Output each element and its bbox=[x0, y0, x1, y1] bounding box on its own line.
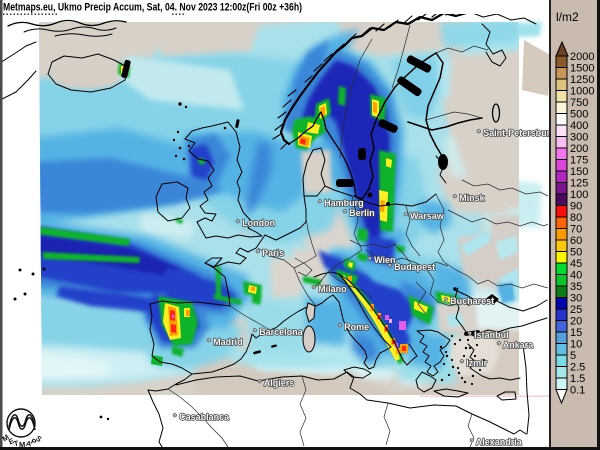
svg-text:90: 90 bbox=[570, 201, 582, 213]
svg-text:° Minsk: ° Minsk bbox=[453, 193, 486, 203]
svg-text:2000: 2000 bbox=[570, 51, 594, 63]
svg-text:° Saint-Petersburg: ° Saint-Petersburg bbox=[477, 128, 556, 138]
svg-text:30: 30 bbox=[570, 293, 582, 305]
svg-text:10: 10 bbox=[570, 339, 582, 351]
svg-text:° Barcelona: ° Barcelona bbox=[253, 327, 304, 337]
svg-text:° Rome: ° Rome bbox=[338, 322, 369, 332]
svg-text:5: 5 bbox=[570, 350, 576, 362]
svg-text:° Warsaw: ° Warsaw bbox=[404, 211, 445, 221]
svg-text:0.1: 0.1 bbox=[570, 385, 585, 397]
svg-text:M: M bbox=[0, 432, 10, 443]
svg-text:° Casablanca: ° Casablanca bbox=[173, 412, 230, 422]
svg-text:500: 500 bbox=[570, 109, 588, 121]
svg-text:A: A bbox=[25, 439, 33, 449]
svg-text:100: 100 bbox=[570, 189, 588, 201]
svg-text:175: 175 bbox=[570, 155, 588, 167]
svg-text:70: 70 bbox=[570, 224, 582, 236]
svg-text:1500: 1500 bbox=[570, 63, 594, 75]
svg-text:° Budapest: ° Budapest bbox=[388, 262, 435, 272]
svg-text:150: 150 bbox=[570, 166, 588, 178]
svg-text:400: 400 bbox=[570, 120, 588, 132]
svg-text:° London: ° London bbox=[236, 218, 275, 228]
svg-text:750: 750 bbox=[570, 97, 588, 109]
svg-text:P: P bbox=[30, 437, 38, 447]
svg-text:Metmaps.eu, Ukmo Precip Accum,: Metmaps.eu, Ukmo Precip Accum, Sat, 04. … bbox=[3, 2, 302, 14]
svg-text:35: 35 bbox=[570, 281, 582, 293]
svg-text:125: 125 bbox=[570, 178, 588, 190]
svg-text:200: 200 bbox=[570, 143, 588, 155]
svg-text:20: 20 bbox=[570, 316, 582, 328]
svg-text:° Hamburg: ° Hamburg bbox=[318, 198, 364, 208]
svg-text:S: S bbox=[34, 434, 43, 444]
svg-text:50: 50 bbox=[570, 247, 582, 259]
svg-text:° Paris: ° Paris bbox=[256, 248, 284, 258]
svg-text:15: 15 bbox=[570, 327, 582, 339]
svg-text:l/m2: l/m2 bbox=[556, 10, 579, 24]
svg-text:2.5: 2.5 bbox=[570, 362, 585, 374]
svg-text:° Izmir: ° Izmir bbox=[460, 358, 488, 368]
svg-text:T: T bbox=[13, 439, 20, 449]
svg-text:300: 300 bbox=[570, 132, 588, 144]
svg-text:E: E bbox=[7, 436, 15, 446]
svg-text:° Ankara: ° Ankara bbox=[497, 340, 534, 350]
svg-text:° Wien: ° Wien bbox=[368, 255, 396, 265]
svg-text:40: 40 bbox=[570, 270, 582, 282]
svg-text:60: 60 bbox=[570, 235, 582, 247]
svg-text:° Alexandria: ° Alexandria bbox=[470, 437, 523, 447]
svg-text:° Madrid: ° Madrid bbox=[207, 337, 243, 347]
svg-text:° Bucharest: ° Bucharest bbox=[444, 296, 494, 306]
svg-text:° Milano: ° Milano bbox=[312, 284, 347, 294]
svg-text:° Algiers: ° Algiers bbox=[258, 378, 294, 388]
svg-text:80: 80 bbox=[570, 212, 582, 224]
svg-text:25: 25 bbox=[570, 304, 582, 316]
svg-text:° Istanbul: ° Istanbul bbox=[468, 330, 509, 340]
svg-text:° Berlin: ° Berlin bbox=[343, 208, 375, 218]
svg-text:45: 45 bbox=[570, 258, 582, 270]
svg-text:1.5: 1.5 bbox=[570, 373, 585, 385]
svg-text:M: M bbox=[19, 440, 25, 449]
svg-text:1000: 1000 bbox=[570, 86, 594, 98]
svg-text:1250: 1250 bbox=[570, 74, 594, 86]
